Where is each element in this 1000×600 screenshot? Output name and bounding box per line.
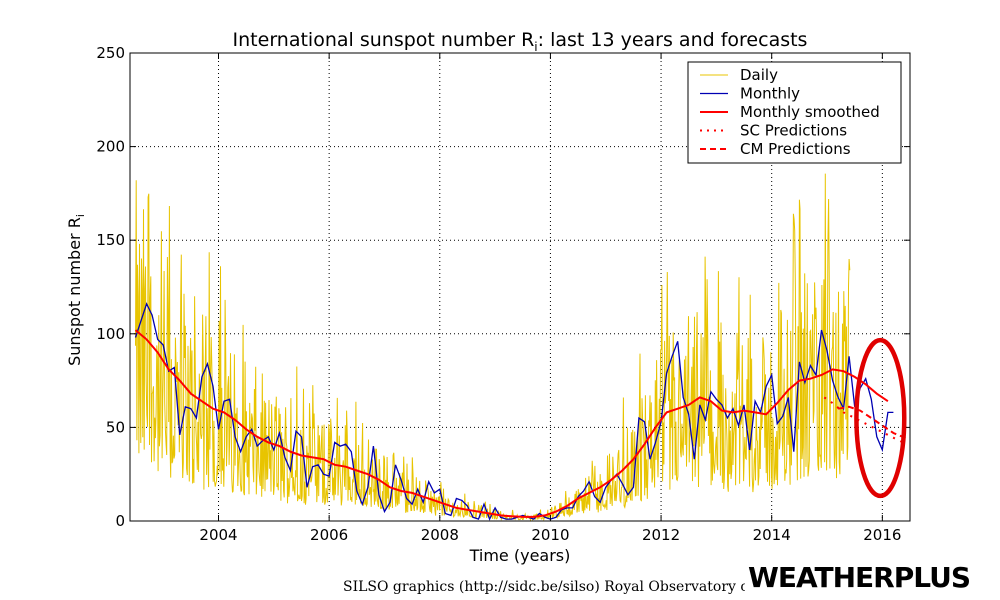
chart-title-main: International sunspot number R (233, 29, 535, 51)
series-cm-predictions (837, 405, 908, 440)
y-axis-label: Sunspot number Ri (65, 214, 87, 366)
y-tick-label-150: 150 (96, 231, 125, 249)
y-tick-label-250: 250 (96, 44, 125, 62)
forecast-highlight-ellipse (854, 337, 907, 499)
legend-label-monthly-smoothed: Monthly smoothed (740, 103, 880, 121)
series-sc-predictions (823, 396, 908, 446)
legend-label-cm-predictions: CM Predictions (740, 140, 851, 158)
legend-label-sc-predictions: SC Predictions (740, 122, 847, 140)
watermark-text: WEATHERPLUS (748, 561, 970, 594)
series-monthly-smoothed (134, 329, 889, 518)
line-series (134, 302, 908, 521)
y-axis-label-sub: i (74, 214, 87, 217)
y-tick-label-200: 200 (96, 138, 125, 156)
legend-label-daily: Daily (740, 66, 778, 84)
y-tick-label-100: 100 (96, 325, 125, 343)
chart-title-sub: i (534, 40, 537, 54)
x-tick-label-2004: 2004 (199, 526, 237, 544)
y-tick-label-0: 0 (115, 512, 125, 530)
tick-labels: 2004 2006 2008 2010 2012 2014 2016 0 50 100 150 200… (96, 44, 901, 544)
daily-line (135, 173, 851, 522)
y-tick-label-50: 50 (106, 418, 125, 436)
chart-title-tail: : last 13 years and forecasts (538, 29, 808, 51)
watermark-backdrop (745, 560, 980, 596)
x-tick-label-2010: 2010 (531, 526, 569, 544)
x-tick-label-2008: 2008 (421, 526, 459, 544)
axis-ticks (130, 52, 910, 522)
daily-series (135, 173, 851, 522)
x-tick-label-2006: 2006 (310, 526, 348, 544)
x-axis-label: Time (years) (469, 546, 571, 565)
axes-frame (129, 52, 911, 522)
plot-frame (129, 52, 911, 522)
chart-title: International sunspot number Ri: last 13… (233, 29, 808, 54)
highlight-ellipse (854, 337, 907, 499)
x-tick-label-2016: 2016 (863, 526, 901, 544)
x-tick-label-2012: 2012 (642, 526, 680, 544)
legend-label-monthly: Monthly (740, 85, 800, 103)
y-axis-label-main: Sunspot number R (65, 217, 84, 366)
x-tick-label-2014: 2014 (753, 526, 791, 544)
